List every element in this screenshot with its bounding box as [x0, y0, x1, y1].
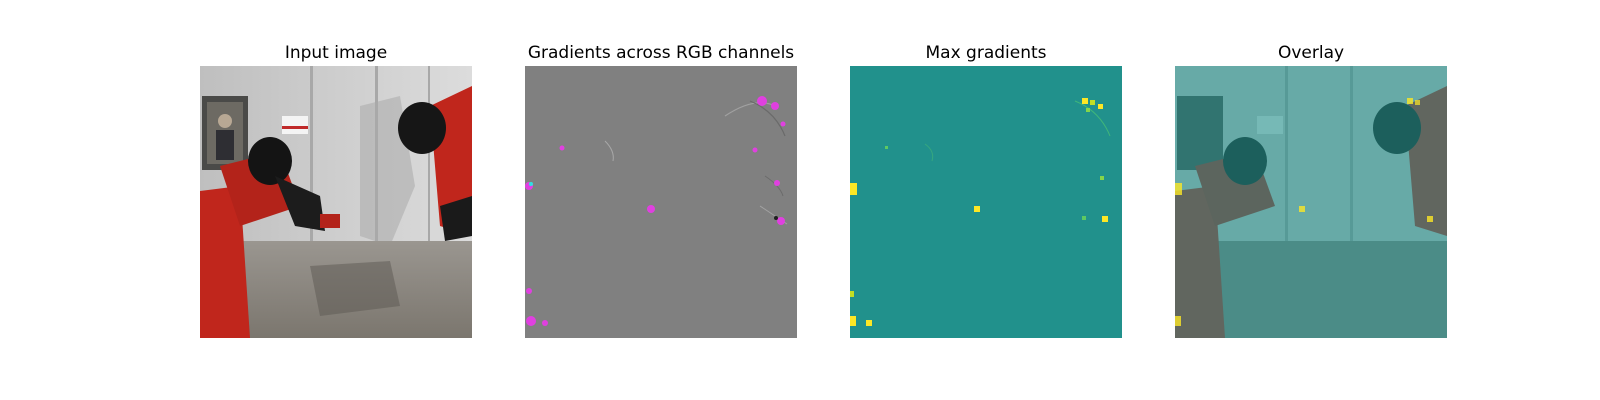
panel-title: Input image [284, 43, 388, 63]
panel-rgb-gradients: Gradients across RGB channels [525, 40, 797, 338]
panel-overlay: Overlay [1175, 40, 1447, 338]
panel-input-image: Input image [200, 40, 472, 338]
rgb-gradient-map [525, 66, 797, 338]
panel-title: Gradients across RGB channels [527, 43, 795, 63]
input-image [200, 66, 472, 338]
overlay-image [1175, 66, 1447, 338]
max-gradient-map [850, 66, 1122, 338]
panel-title: Max gradients [925, 43, 1047, 63]
panel-max-gradients: Max gradients [850, 40, 1122, 338]
panel-title: Overlay [1277, 43, 1345, 63]
